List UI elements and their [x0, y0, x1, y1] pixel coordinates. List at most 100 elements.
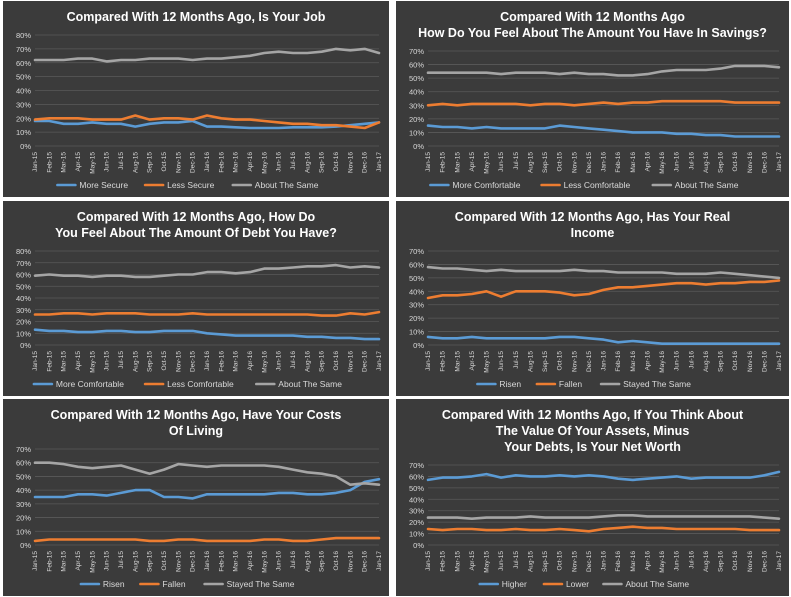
x-tick-label: Dec-15 — [586, 551, 593, 572]
x-tick-label: Jan-15 — [425, 551, 432, 571]
x-tick-label: May-15 — [484, 551, 491, 573]
y-tick-label: 20% — [16, 318, 31, 327]
x-tick-label: Aug-15 — [132, 351, 139, 372]
chart-panel-5: Compared With 12 Months Ago, Have Your C… — [3, 399, 389, 596]
legend-label: Less Comfortable — [167, 379, 234, 389]
chart-panel-2: Compared With 12 Months Ago How Do You Fe… — [396, 1, 789, 197]
chart-title: Compared With 12 Months Ago, Is Your Job — [67, 10, 326, 24]
x-tick-label: Mar-15 — [61, 351, 68, 372]
x-tick-label: Apr-15 — [75, 551, 82, 571]
chart-panel-3: Compared With 12 Months Ago, How Do You F… — [3, 201, 389, 396]
chart-svg-2: Compared With 12 Months Ago How Do You Fe… — [396, 1, 789, 197]
series-line-3 — [33, 461, 381, 486]
x-tick-label: Jul-15 — [118, 551, 125, 569]
y-tick-label: 0% — [413, 541, 424, 550]
chart-background — [396, 1, 789, 197]
x-tick-label: Feb-16 — [615, 551, 622, 572]
legend-label: More Secure — [79, 180, 128, 190]
x-tick-label: Oct-15 — [557, 152, 564, 172]
x-tick-label: Jan-15 — [32, 551, 39, 571]
x-tick-label: Aug-16 — [703, 152, 710, 173]
x-tick-label: Jun-15 — [104, 351, 111, 371]
x-tick-label: Aug-15 — [132, 551, 139, 572]
x-tick-label: Sep-16 — [319, 351, 326, 372]
legend-label: About The Same — [255, 180, 319, 190]
x-tick-label: Sep-15 — [147, 551, 154, 572]
y-tick-label: 0% — [413, 142, 424, 151]
legend-label: More Comfortable — [56, 379, 124, 389]
legend-label: About The Same — [675, 180, 739, 190]
y-tick-label: 30% — [409, 101, 424, 110]
series-line-3 — [33, 263, 381, 279]
series-line-2 — [426, 99, 781, 107]
legend-label: Risen — [103, 579, 125, 589]
y-tick-label: 0% — [413, 341, 424, 350]
chart-title: Compared With 12 Months Ago, If You Thin… — [442, 408, 744, 454]
x-tick-label: Apr-15 — [469, 551, 476, 571]
x-tick-label: Jul-16 — [290, 551, 297, 569]
x-tick-label: Jan-16 — [204, 551, 211, 571]
x-tick-label: Jun-15 — [498, 152, 505, 172]
x-tick-label: Feb-15 — [440, 551, 447, 572]
x-tick-label: Dec-16 — [761, 152, 768, 173]
x-tick-label: May-16 — [261, 152, 268, 174]
x-tick-label: Apr-16 — [644, 551, 651, 571]
y-tick-label: 40% — [16, 87, 31, 96]
legend-label: More Comfortable — [452, 180, 520, 190]
x-tick-label: Apr-16 — [247, 152, 254, 172]
x-tick-label: Jan-17 — [376, 551, 383, 571]
x-tick-label: Jul-15 — [513, 152, 520, 170]
legend-label: Stayed The Same — [227, 579, 295, 589]
x-tick-label: May-16 — [261, 351, 268, 373]
x-tick-label: Nov-15 — [571, 351, 578, 372]
y-tick-label: 10% — [409, 530, 424, 539]
y-tick-label: 20% — [16, 514, 31, 523]
y-tick-label: 60% — [16, 271, 31, 280]
series-line-3 — [426, 64, 781, 77]
x-tick-label: Dec-16 — [761, 551, 768, 572]
x-tick-label: Dec-15 — [190, 551, 197, 572]
x-tick-label: Aug-16 — [304, 152, 311, 173]
y-tick-label: 0% — [20, 541, 31, 550]
x-tick-label: May-15 — [484, 152, 491, 174]
y-tick-label: 50% — [409, 274, 424, 283]
x-tick-label: Jun-16 — [276, 351, 283, 371]
y-tick-label: 20% — [16, 114, 31, 123]
y-tick-label: 70% — [409, 461, 424, 470]
x-tick-label: Aug-15 — [527, 152, 534, 173]
x-tick-label: Mar-15 — [454, 551, 461, 572]
x-tick-label: Feb-16 — [218, 351, 225, 372]
x-tick-label: Aug-15 — [527, 351, 534, 372]
x-tick-label: May-16 — [659, 551, 666, 573]
x-tick-label: Nov-15 — [175, 551, 182, 572]
y-tick-label: 20% — [409, 115, 424, 124]
x-tick-label: Feb-15 — [46, 351, 53, 372]
y-tick-label: 70% — [409, 247, 424, 256]
x-tick-label: Sep-15 — [542, 152, 549, 173]
y-tick-label: 50% — [16, 73, 31, 82]
x-tick-label: Mar-16 — [233, 551, 240, 572]
series-line-3 — [426, 265, 781, 280]
y-tick-label: 40% — [16, 486, 31, 495]
chart-background — [396, 399, 789, 596]
x-tick-label: Nov-15 — [175, 351, 182, 372]
x-tick-label: Jan-15 — [425, 351, 432, 371]
x-tick-label: Apr-16 — [644, 351, 651, 371]
x-tick-label: Oct-16 — [333, 152, 340, 172]
chart-panel-6: Compared With 12 Months Ago, If You Thin… — [396, 399, 789, 596]
chart-svg-1: Compared With 12 Months Ago, Is Your Job… — [3, 1, 389, 197]
x-tick-label: Mar-16 — [630, 551, 637, 572]
x-tick-label: Apr-16 — [247, 551, 254, 571]
x-tick-label: Dec-16 — [362, 152, 369, 173]
x-tick-label: Jul-16 — [688, 351, 695, 369]
x-tick-label: Feb-16 — [615, 351, 622, 372]
y-tick-label: 50% — [16, 472, 31, 481]
x-tick-label: Sep-15 — [542, 351, 549, 372]
x-tick-label: May-16 — [659, 351, 666, 373]
x-tick-label: Jun-15 — [498, 551, 505, 571]
x-tick-label: May-15 — [89, 551, 96, 573]
y-tick-label: 60% — [16, 459, 31, 468]
y-tick-label: 60% — [409, 472, 424, 481]
x-tick-label: Nov-15 — [571, 551, 578, 572]
x-tick-label: Aug-15 — [132, 152, 139, 173]
